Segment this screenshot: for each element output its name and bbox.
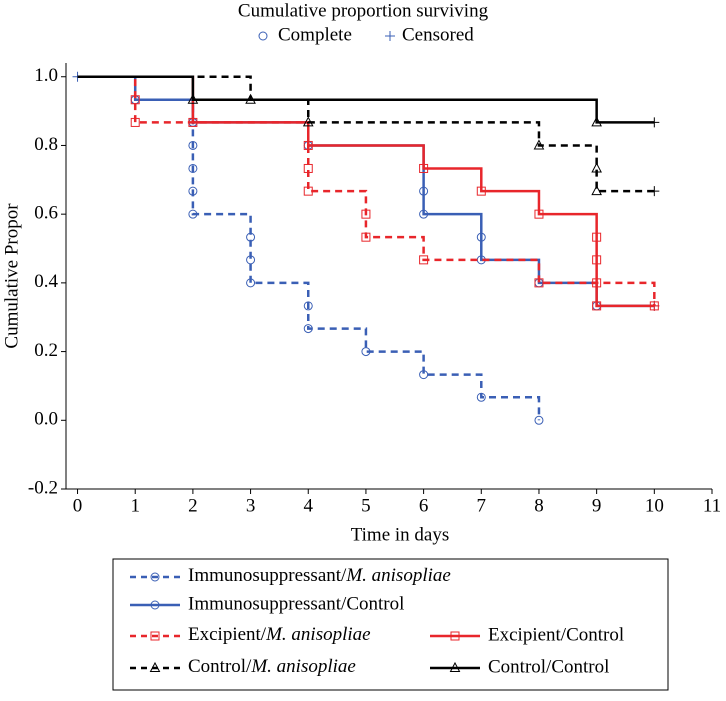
event-marker xyxy=(534,278,544,288)
event-marker xyxy=(419,163,429,173)
legend-marker xyxy=(449,661,461,672)
event-marker xyxy=(476,232,486,242)
y-axis-title: Cumulative Propor xyxy=(1,203,22,349)
survival-curve xyxy=(77,75,656,306)
event-marker xyxy=(534,209,544,219)
legend-label: Excipient/Control xyxy=(488,624,624,645)
y-tick-label: 0.0 xyxy=(34,409,58,430)
event-marker xyxy=(476,392,486,402)
event-marker xyxy=(303,324,313,334)
legend-box xyxy=(112,558,669,691)
event-marker xyxy=(302,116,314,127)
chart-title: Cumulative proportion surviving xyxy=(238,0,489,21)
event-marker xyxy=(419,370,429,380)
event-marker xyxy=(361,232,371,242)
event-marker xyxy=(130,95,140,105)
legend-label: Control/Control xyxy=(488,656,609,677)
x-tick-label: 7 xyxy=(477,495,487,516)
censored-label: Censored xyxy=(402,24,474,45)
legend-marker xyxy=(150,600,160,610)
x-tick-label: 4 xyxy=(304,495,314,516)
event-marker xyxy=(246,278,256,288)
legend-label: Immunosuppressant/Control xyxy=(188,593,404,614)
event-marker xyxy=(187,93,199,104)
legend-marker xyxy=(149,661,161,672)
event-marker xyxy=(534,415,544,425)
survival-curve xyxy=(77,75,655,193)
x-tick-label: 2 xyxy=(188,495,198,516)
x-axis-title: Time in days xyxy=(351,524,450,545)
legend-label: Immunosuppressant/M. anisopliae xyxy=(188,565,451,586)
legend-label: Control/M. anisopliae xyxy=(188,656,356,677)
event-marker xyxy=(591,162,602,173)
event-marker xyxy=(533,139,545,150)
event-marker xyxy=(476,186,486,196)
event-marker xyxy=(361,209,371,219)
event-marker xyxy=(592,232,602,242)
complete-label: Complete xyxy=(278,24,352,45)
event-marker xyxy=(303,186,313,196)
survival-curve xyxy=(77,75,655,308)
x-tick-label: 10 xyxy=(645,495,664,516)
x-tick-label: 1 xyxy=(130,495,140,516)
legend-label: Excipient/M. anisopliae xyxy=(188,624,371,645)
event-marker xyxy=(591,116,602,127)
y-tick-label: 1.0 xyxy=(34,65,58,86)
event-marker xyxy=(361,347,371,357)
event-marker xyxy=(246,232,256,242)
y-tick-label: 0.4 xyxy=(34,271,58,292)
censored-marker xyxy=(649,117,660,128)
x-tick-label: 9 xyxy=(592,495,602,516)
event-marker xyxy=(188,117,198,127)
censored-symbol xyxy=(385,31,395,41)
legend-marker xyxy=(150,572,160,582)
legend-marker xyxy=(450,631,460,641)
legend-marker xyxy=(150,631,160,641)
y-tick-label: 0.2 xyxy=(34,340,58,361)
x-tick-label: 0 xyxy=(73,495,83,516)
event-marker xyxy=(419,209,429,219)
event-marker xyxy=(303,140,313,150)
event-marker xyxy=(591,185,602,196)
event-marker xyxy=(592,255,602,265)
censored-marker xyxy=(649,186,660,197)
event-marker xyxy=(303,163,313,173)
event-marker xyxy=(188,163,198,173)
censored-marker xyxy=(649,300,660,311)
survival-curve xyxy=(77,75,655,124)
y-tick-label: -0.2 xyxy=(28,477,58,498)
complete-symbol xyxy=(258,31,268,41)
event-marker xyxy=(419,255,429,265)
x-tick-label: 11 xyxy=(703,495,721,516)
x-tick-label: 5 xyxy=(361,495,371,516)
event-marker xyxy=(592,301,602,311)
y-tick-label: 0.8 xyxy=(34,134,58,155)
event-marker xyxy=(419,186,429,196)
event-marker xyxy=(130,117,140,127)
y-tick-label: 0.6 xyxy=(34,203,58,224)
event-marker xyxy=(246,255,256,265)
x-tick-label: 6 xyxy=(419,495,429,516)
event-marker xyxy=(188,209,198,219)
event-marker xyxy=(188,186,198,196)
event-marker xyxy=(303,301,313,311)
x-tick-label: 3 xyxy=(246,495,256,516)
event-marker xyxy=(188,140,198,150)
x-tick-label: 8 xyxy=(534,495,544,516)
event-marker xyxy=(592,278,602,288)
